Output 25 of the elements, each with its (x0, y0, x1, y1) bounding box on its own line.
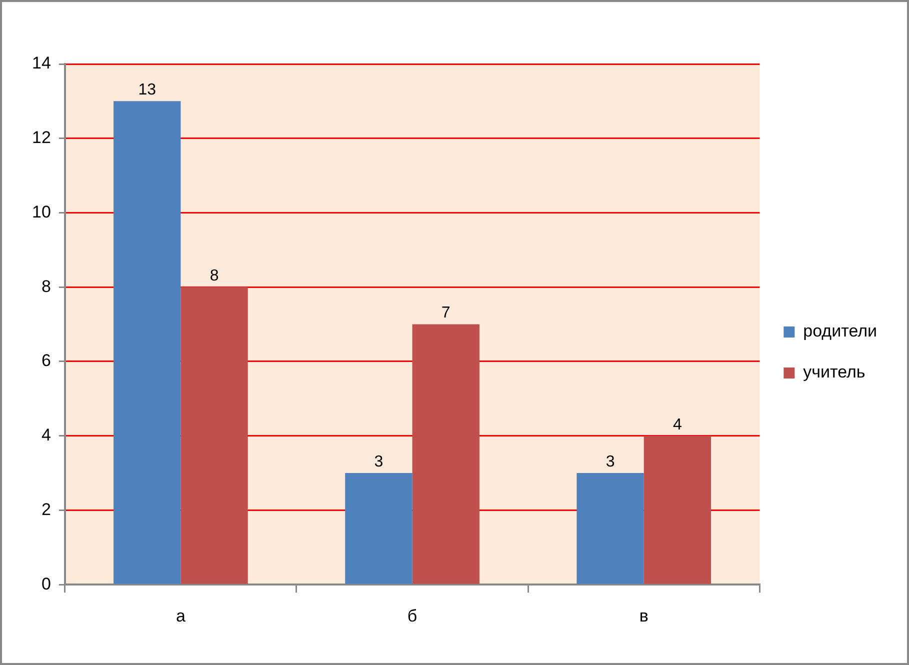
data-label: 13 (138, 82, 156, 99)
bar (345, 473, 412, 584)
data-label: 7 (441, 304, 450, 322)
y-tick-label: 10 (32, 202, 51, 222)
y-tick-label: 6 (41, 351, 51, 370)
bar (412, 324, 480, 584)
legend-label: родители (803, 322, 878, 341)
data-label: 3 (374, 453, 384, 470)
bar (644, 436, 712, 584)
y-tick-label: 4 (41, 426, 51, 445)
bar (180, 287, 248, 584)
legend-label: учитель (803, 362, 866, 382)
x-tick-label: б (407, 606, 418, 626)
data-label: 4 (672, 416, 682, 434)
bar (576, 473, 644, 584)
y-tick-label: 12 (32, 128, 51, 148)
y-tick-label: 0 (41, 574, 51, 594)
data-label: 3 (606, 453, 615, 470)
bar (114, 101, 181, 584)
y-tick-label: 2 (41, 500, 51, 519)
x-tick-label: в (639, 606, 648, 626)
y-tick-label: 8 (41, 276, 51, 296)
data-label: 8 (210, 268, 219, 285)
y-tick-label: 14 (32, 54, 51, 73)
x-tick-label: а (176, 606, 186, 626)
